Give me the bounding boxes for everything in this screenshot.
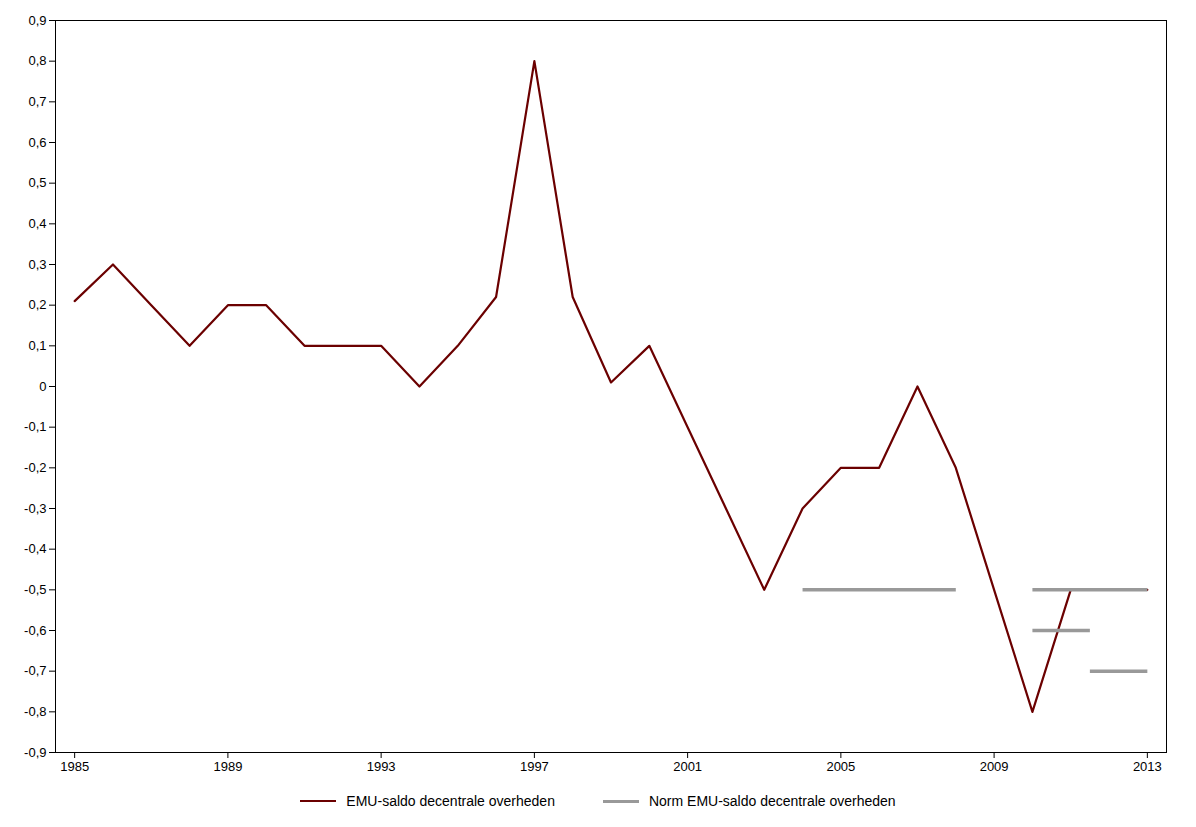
svg-text:2013: 2013 — [1133, 759, 1162, 774]
svg-text:2001: 2001 — [673, 759, 702, 774]
svg-text:0,7: 0,7 — [28, 94, 46, 109]
svg-text:-0,4: -0,4 — [24, 541, 46, 556]
svg-text:0,6: 0,6 — [28, 135, 46, 150]
svg-text:1989: 1989 — [213, 759, 242, 774]
svg-text:0,5: 0,5 — [28, 175, 46, 190]
svg-text:-0,2: -0,2 — [24, 460, 46, 475]
svg-text:1985: 1985 — [60, 759, 89, 774]
svg-text:0,1: 0,1 — [28, 338, 46, 353]
svg-text:-0,5: -0,5 — [24, 582, 46, 597]
html-text:EMU-saldo decentrale overheden: EMU-saldo decentrale overheden — [346, 793, 555, 809]
svg-text:-0,7: -0,7 — [24, 663, 46, 678]
svg-text:2005: 2005 — [826, 759, 855, 774]
svg-text:-0,1: -0,1 — [24, 419, 46, 434]
svg-text:-0,8: -0,8 — [24, 704, 46, 719]
svg-text:-0,6: -0,6 — [24, 623, 46, 638]
svg-text:0,3: 0,3 — [28, 257, 46, 272]
svg-text:1993: 1993 — [367, 759, 396, 774]
svg-text:-0,9: -0,9 — [24, 745, 46, 760]
svg-text:1997: 1997 — [520, 759, 549, 774]
svg-text:0,9: 0,9 — [28, 13, 46, 28]
svg-text:-0,3: -0,3 — [24, 501, 46, 516]
svg-text:0: 0 — [39, 379, 46, 394]
html-text:Norm EMU-saldo decentrale over: Norm EMU-saldo decentrale overheden — [648, 793, 896, 809]
svg-text:0,4: 0,4 — [28, 216, 46, 231]
svg-text:2009: 2009 — [980, 759, 1009, 774]
svg-text:0,8: 0,8 — [28, 53, 46, 68]
svg-text:0,2: 0,2 — [28, 297, 46, 312]
